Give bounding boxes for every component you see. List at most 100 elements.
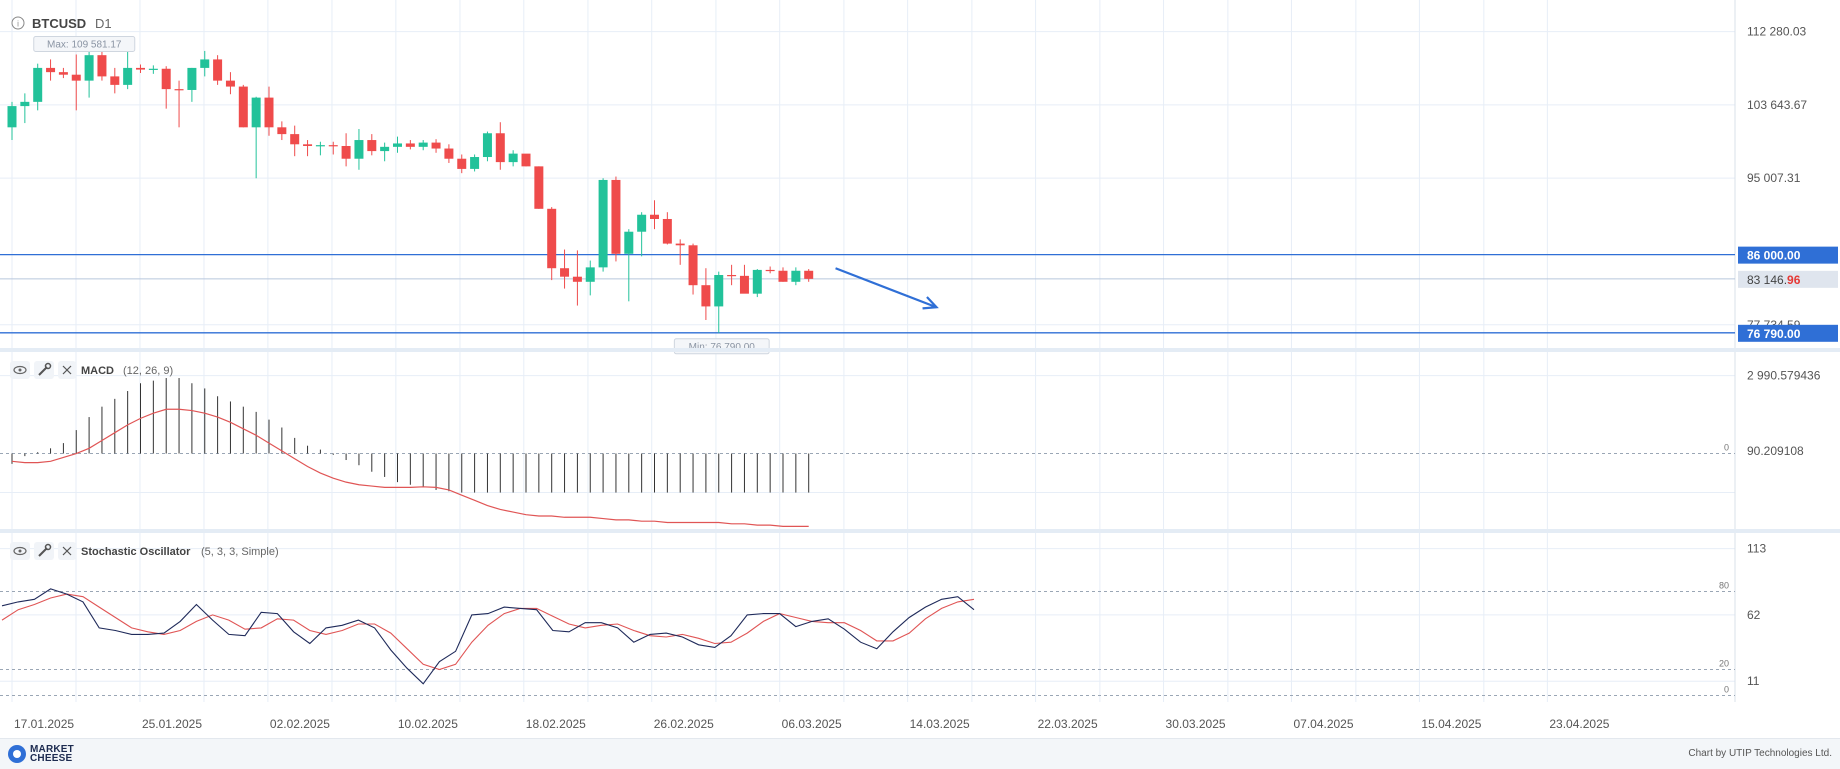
macd-series (0, 378, 1735, 527)
candle-body (650, 214, 659, 219)
timeframe-label[interactable]: D1 (95, 16, 112, 31)
close-icon[interactable] (58, 361, 76, 379)
eye-icon[interactable] (10, 361, 30, 379)
trading-chart[interactable]: Max: 109 581.17 Min: 76 790.00 112 280.03… (0, 0, 1840, 738)
eye-icon[interactable] (10, 542, 30, 560)
panel-separator[interactable] (0, 529, 1840, 533)
stochastic-params: (5, 3, 3, Simple) (201, 546, 279, 558)
candle-body (393, 143, 402, 147)
current-price-accent: 96 (1787, 273, 1801, 287)
candle-body (701, 285, 711, 307)
stochastic-tick-label: 62 (1747, 608, 1761, 622)
candle-body (354, 140, 364, 159)
symbol-label: BTCUSD (32, 16, 86, 31)
current-price-label: 83 146.96 (1747, 273, 1801, 287)
candle-body (714, 275, 724, 307)
candle-body (727, 275, 737, 277)
price-panel[interactable]: Max: 109 581.17 Min: 76 790.00 112 280.03… (0, 16, 1838, 355)
candle-body (675, 243, 685, 246)
candle-body (33, 67, 43, 102)
date-tick-label: 07.04.2025 (1293, 717, 1353, 731)
chart-credit: Chart by UTIP Technologies Ltd. (1688, 748, 1832, 759)
candle-body (341, 145, 351, 159)
price-level-label: 86 000.00 (1747, 249, 1801, 263)
candle-body (637, 214, 647, 232)
candle-body (7, 106, 17, 128)
candle-body (20, 101, 30, 107)
date-axis[interactable]: 17.01.2025 25.01.2025 02.02.2025 10.02.2025… (14, 717, 1610, 731)
candle-body (225, 80, 235, 87)
macd-panel[interactable]: 2 990.579436 90.209108 0 MACD (12, 26, 9) (0, 361, 1821, 527)
candle-body (123, 67, 133, 85)
close-icon[interactable] (58, 542, 76, 560)
candle-body (508, 153, 518, 163)
candle-body (58, 72, 68, 75)
chart-header: i BTCUSD D1 (11, 16, 112, 31)
candle-body (470, 157, 480, 169)
candle-body (187, 67, 197, 90)
wrench-icon[interactable] (34, 361, 54, 379)
candle-body (213, 59, 223, 81)
stochastic-level-label: 20 (1719, 659, 1729, 669)
macd-axis: 2 990.579436 90.209108 0 (1724, 369, 1821, 458)
candle-body (598, 179, 608, 268)
candle-body (71, 74, 81, 81)
candle-body (560, 268, 570, 277)
max-annotation-box (33, 35, 136, 52)
trend-arrow-line[interactable] (835, 267, 937, 309)
candle-body (277, 127, 287, 135)
date-tick-label: 02.02.2025 (270, 717, 330, 731)
candle-body (405, 143, 415, 147)
macd-header: MACD (12, 26, 9) (10, 361, 173, 379)
stochastic-k-line (1, 588, 975, 685)
info-icon[interactable] (11, 16, 25, 30)
candle-body (521, 153, 531, 167)
macd-title: MACD (81, 365, 114, 377)
candle-body (418, 142, 428, 147)
stochastic-title: Stochastic Oscillator (81, 546, 191, 558)
candle-body (251, 97, 261, 128)
price-tick-label: 112 280.03 (1747, 25, 1806, 39)
panel-separator[interactable] (0, 348, 1840, 352)
brand-logo[interactable]: MARKET CHEESE (8, 744, 74, 764)
date-tick-label: 10.02.2025 (398, 717, 458, 731)
candle-body (174, 89, 184, 91)
candle-body (238, 86, 248, 128)
stochastic-axis: 113 62 11 (1747, 542, 1766, 689)
stochastic-level-label: 80 (1719, 581, 1729, 591)
date-tick-label: 23.04.2025 (1549, 717, 1609, 731)
candle-body (791, 270, 801, 282)
date-tick-label: 30.03.2025 (1166, 717, 1226, 731)
wrench-icon[interactable] (34, 542, 54, 560)
footer: MARKET CHEESE Chart by UTIP Technologies… (0, 738, 1840, 769)
current-price-tag (1738, 270, 1838, 288)
price-level-tag[interactable] (1738, 246, 1838, 264)
candle-body (110, 76, 120, 85)
candle-body (328, 145, 338, 147)
stochastic-panel[interactable]: 80 20 0 113 62 11 Stochastic Oscillator (5, … (0, 542, 1766, 696)
price-level-label: 76 790.00 (1747, 327, 1801, 341)
stochastic-level-label: 0 (1724, 685, 1729, 695)
logo-line-1: MARKET (30, 744, 74, 755)
candle-body (804, 270, 814, 279)
macd-tick-label: 90.209108 (1747, 444, 1804, 458)
candle-body (778, 270, 788, 282)
date-tick-label: 18.02.2025 (526, 717, 586, 731)
stochastic-header: Stochastic Oscillator (5, 3, 3, Simple) (10, 542, 279, 560)
price-level-tag[interactable] (1738, 324, 1838, 342)
candle-body (688, 245, 698, 286)
trend-arrow-head (922, 296, 939, 310)
candle-body (290, 134, 300, 145)
candle-body (739, 275, 749, 294)
macd-params: (12, 26, 9) (123, 365, 173, 377)
stochastic-tick-label: 113 (1747, 542, 1766, 556)
date-tick-label: 22.03.2025 (1038, 717, 1098, 731)
candle-body (46, 67, 56, 73)
date-tick-label: 17.01.2025 (14, 717, 74, 731)
candle-body (534, 166, 544, 209)
candle-body (585, 267, 595, 282)
candlesticks (7, 50, 814, 333)
candle-body (148, 68, 158, 70)
date-tick-label: 06.03.2025 (782, 717, 842, 731)
